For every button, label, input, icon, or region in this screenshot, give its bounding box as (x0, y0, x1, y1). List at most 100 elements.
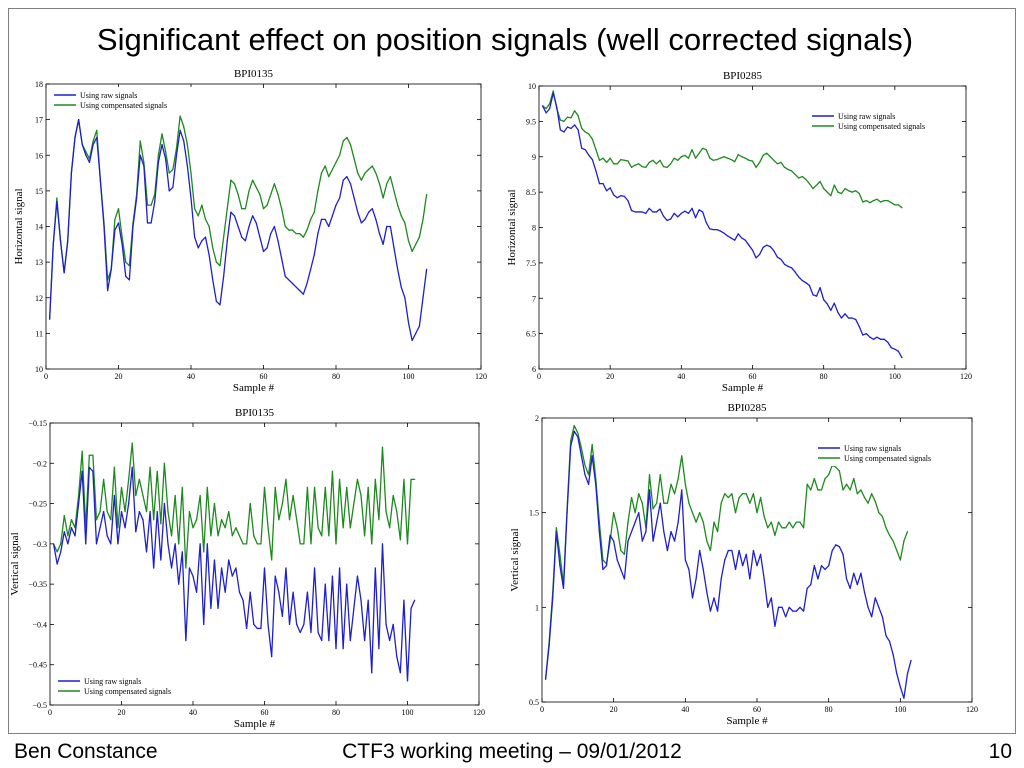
data-point (673, 540, 676, 542)
data-point (684, 154, 686, 156)
legend-label: Using raw signals (844, 444, 901, 453)
data-point (161, 143, 163, 146)
x-tick-label: 60 (749, 372, 757, 381)
data-point (787, 168, 789, 171)
data-point (99, 179, 101, 181)
data-point (238, 535, 241, 537)
data-point (855, 318, 857, 321)
data-point (903, 540, 905, 542)
data-point (139, 154, 141, 156)
x-axis-label: Sample # (233, 382, 275, 394)
data-point (145, 511, 148, 513)
data-point (414, 478, 416, 480)
data-point (145, 551, 148, 553)
data-point (769, 246, 771, 248)
y-tick-label: 16 (35, 151, 43, 160)
data-point (204, 236, 207, 238)
data-point (70, 519, 73, 521)
data-point (331, 575, 334, 577)
data-point (824, 568, 826, 571)
data-point (224, 591, 226, 593)
data-point (248, 225, 250, 228)
data-point (756, 512, 758, 514)
data-point (766, 152, 768, 154)
data-point (699, 512, 701, 514)
data-point (403, 599, 405, 601)
x-tick-label: 80 (332, 708, 340, 717)
data-point (288, 519, 291, 521)
data-point (663, 531, 665, 533)
data-point (724, 559, 726, 561)
data-point (230, 179, 232, 181)
data-point (160, 523, 162, 525)
data-point (138, 478, 140, 480)
data-point (752, 493, 755, 495)
data-point (833, 302, 835, 304)
data-point (616, 559, 618, 561)
data-point (313, 254, 315, 256)
data-point (620, 549, 622, 552)
data-point (135, 494, 137, 497)
data-point (96, 136, 98, 139)
data-point (659, 474, 661, 476)
x-tick-label: 0 (540, 705, 544, 714)
y-tick-label: 17 (35, 116, 43, 125)
data-point (824, 477, 826, 480)
data-point (335, 161, 337, 163)
data-point (274, 486, 276, 489)
data-point (124, 511, 126, 513)
data-point (835, 544, 837, 546)
data-point (638, 211, 640, 213)
data-point (745, 493, 747, 495)
data-point (349, 183, 352, 185)
data-point (285, 478, 287, 480)
data-point (798, 276, 800, 278)
data-point (702, 211, 704, 213)
data-point (541, 105, 544, 107)
data-point (731, 493, 733, 495)
data-point (186, 165, 188, 167)
chart-bpi0285-vertical: 0 20 40 60 80 100 120 0.5 1 1.5 2 BPI0285 Sample # Ve… (505, 398, 985, 730)
data-point (695, 578, 697, 580)
data-point (135, 531, 137, 533)
data-point (103, 511, 105, 513)
data-point (143, 161, 145, 163)
data-point (652, 211, 654, 213)
data-point (874, 500, 876, 502)
data-point (382, 243, 384, 245)
data-point (353, 607, 355, 609)
data-point (687, 212, 690, 214)
data-point (817, 489, 819, 491)
x-tick-label: 100 (402, 708, 414, 717)
data-point (356, 478, 359, 480)
data-point (548, 644, 550, 646)
data-point (606, 190, 608, 192)
data-point (823, 187, 825, 190)
data-point (415, 332, 417, 334)
data-point (896, 549, 898, 552)
data-point (591, 158, 593, 161)
data-point (149, 511, 151, 513)
data-point (783, 263, 786, 265)
data-point (288, 279, 290, 281)
data-point (197, 247, 199, 249)
data-point (742, 493, 744, 495)
data-point (267, 527, 269, 529)
data-point (570, 117, 572, 119)
data-point (203, 551, 205, 553)
data-point (331, 215, 333, 217)
data-point (545, 112, 547, 114)
data-point (246, 543, 248, 545)
x-tick-label: 60 (261, 708, 269, 717)
data-point (627, 160, 629, 162)
data-point (174, 543, 176, 545)
data-point (74, 136, 76, 139)
data-point (780, 161, 782, 164)
data-point (223, 275, 225, 277)
data-point (292, 591, 294, 593)
data-point (613, 540, 615, 542)
data-point (787, 265, 789, 268)
data-point (815, 295, 818, 297)
data-point (591, 455, 593, 457)
data-point (570, 440, 572, 442)
